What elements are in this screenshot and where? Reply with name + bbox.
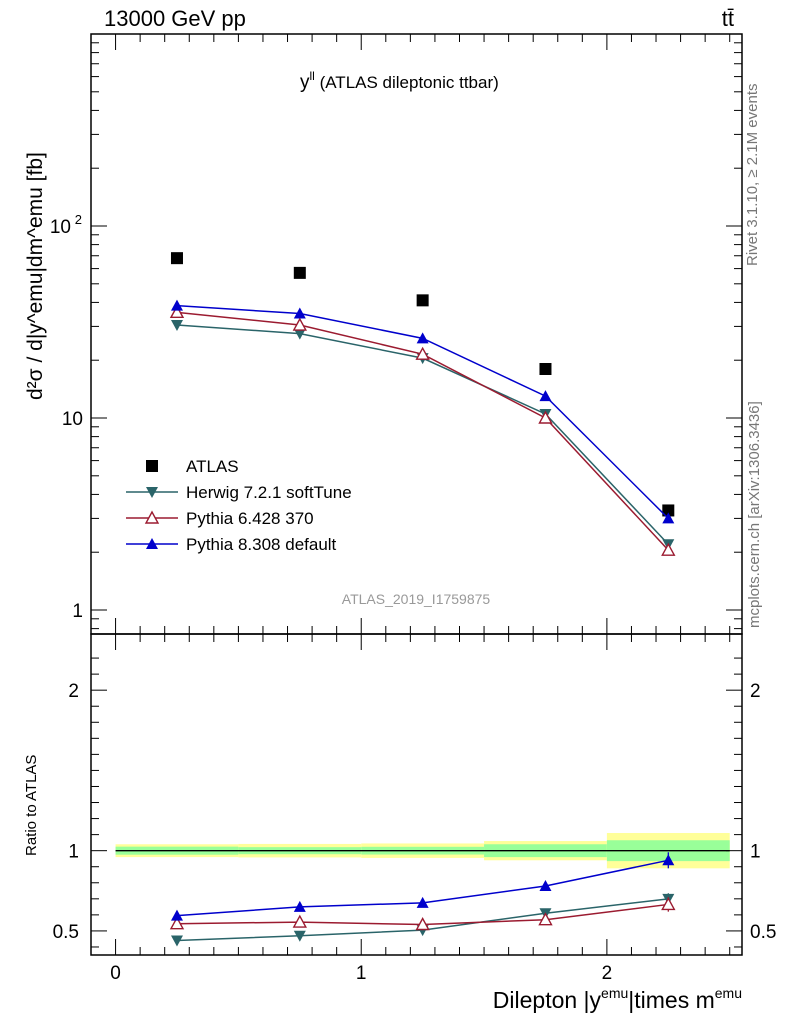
- ratio-y-tick-label-right: 0.5: [750, 922, 776, 943]
- data-point: [170, 299, 183, 311]
- data-point: [538, 410, 553, 424]
- data-point: [293, 266, 306, 279]
- panel-frames: [90, 33, 743, 956]
- legend-marker: [144, 510, 160, 524]
- legend-label: Pythia 8.308 default: [186, 535, 337, 554]
- ratio-data-point: [170, 935, 183, 947]
- ratio-bands: [115, 833, 730, 869]
- data-point: [293, 307, 306, 319]
- data-point: [662, 504, 675, 517]
- legend-label: Herwig 7.2.1 softTune: [186, 483, 352, 502]
- ratio-panel-frame: [90, 633, 743, 956]
- legend-marker: [146, 460, 158, 472]
- ratio-data-point: [662, 854, 675, 866]
- analysis-watermark: ATLAS_2019_I1759875: [342, 591, 491, 607]
- ratio-data-point: [169, 916, 185, 930]
- data-point: [415, 346, 430, 360]
- xlabel: Dilepton |yemu|times memu: [493, 985, 742, 1013]
- rivet-label: Rivet 3.1.10, ≥ 2.1M events: [744, 83, 761, 267]
- ratio-data-point: [293, 930, 306, 942]
- x-tick-label: 0: [110, 963, 121, 984]
- data-point: [169, 304, 185, 319]
- y-tick-label: 1: [72, 601, 83, 622]
- data-point: [416, 332, 429, 344]
- mcplots-url-label: mcplots.cern.ch [arXiv:1306.3436]: [746, 401, 763, 628]
- legend-label: Pythia 6.428 370: [186, 509, 314, 528]
- data-point: [662, 512, 675, 524]
- process-label: tt̄: [722, 6, 734, 31]
- data-point: [539, 390, 552, 402]
- y-tick-label: 10: [62, 409, 83, 430]
- data-point: [170, 320, 183, 332]
- data-point: [416, 294, 429, 307]
- ratio-ylabel: Ratio to ATLAS: [23, 755, 40, 856]
- main-title: yll (ATLAS dileptonic ttbar): [300, 69, 499, 93]
- x-tick-label: 2: [602, 963, 613, 984]
- legend-label: ATLAS: [186, 457, 239, 476]
- xlabel-sup2: emu: [715, 985, 742, 1001]
- energy-label: 13000 GeV pp: [104, 6, 246, 31]
- ratio-data-point: [538, 912, 553, 926]
- ratio-data-point: [292, 914, 307, 928]
- xlabel-sup1: emu: [601, 985, 628, 1001]
- data-point: [292, 317, 307, 331]
- legend: ATLAS Herwig 7.2.1 softTune Pythia 6.428 3…: [126, 457, 352, 554]
- ratio-data-point: [415, 917, 430, 931]
- main-title-rest: (ATLAS dileptonic ttbar): [315, 73, 499, 92]
- data-point: [293, 328, 306, 340]
- main-ylabel: d²σ / d|y^emu|dm^emu [fb]: [24, 152, 47, 400]
- main-title-base: y: [300, 72, 310, 93]
- ratio-y-tick-label: 0.5: [53, 922, 79, 943]
- ratio-data-point: [170, 909, 183, 921]
- data-point: [661, 542, 676, 556]
- data-point: [539, 362, 552, 375]
- ratio-data-point: [539, 879, 552, 891]
- y-tick-label: 10: [50, 217, 71, 238]
- legend-marker: [146, 538, 158, 549]
- ratio-y-tick-label: 1: [68, 842, 79, 863]
- legend-marker: [146, 487, 158, 498]
- data-point: [170, 252, 183, 265]
- ratio-y-tick-label: 2: [68, 681, 79, 702]
- main-title-sup: ll: [310, 69, 315, 83]
- ratio-data-point: [416, 896, 429, 908]
- x-tick-label: 1: [356, 963, 367, 984]
- y-tick-label-base: 10: [50, 217, 71, 238]
- data-series: [169, 252, 676, 947]
- xlabel-mid: |times m: [628, 987, 714, 1013]
- axes-ticks: 0 1 2 10 2 10 1 0.5 0.5 1 1 2 2: [50, 33, 776, 984]
- ratio-data-point: [661, 896, 676, 911]
- ratio-y-tick-label-right: 2: [750, 681, 761, 702]
- y-tick-label-exponent: 2: [75, 212, 82, 227]
- ratio-data-point: [293, 900, 306, 912]
- xlabel-base: Dilepton |y: [493, 987, 602, 1013]
- ratio-y-tick-label-right: 1: [750, 842, 761, 863]
